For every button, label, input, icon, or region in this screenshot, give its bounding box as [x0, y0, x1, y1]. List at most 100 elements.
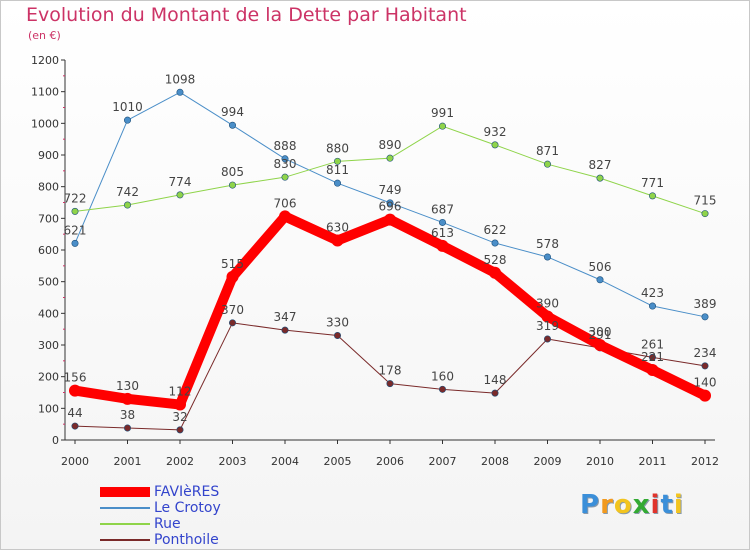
data-point [333, 179, 341, 187]
data-label: 706 [274, 196, 297, 210]
legend-item: FAVIèRES [100, 484, 300, 500]
data-label: 613 [431, 226, 454, 240]
data-label: 291 [589, 328, 612, 342]
data-point [543, 335, 551, 343]
data-point [229, 121, 237, 129]
data-point [279, 210, 291, 223]
data-point [69, 384, 81, 397]
legend-item: Ponthoile [100, 532, 300, 548]
logo-letter: i [650, 490, 661, 520]
x-tick-label: 2007 [429, 455, 457, 468]
data-point [71, 207, 79, 215]
x-tick-label: 2003 [219, 455, 247, 468]
data-point [386, 154, 394, 162]
data-label: 880 [326, 141, 349, 155]
data-point [438, 385, 446, 393]
data-label: 991 [431, 106, 454, 120]
data-point [226, 270, 239, 283]
data-point [386, 380, 394, 388]
data-label: 148 [484, 373, 507, 387]
data-point [543, 253, 551, 261]
legend-label: Le Crotoy [154, 500, 221, 516]
data-label: 160 [431, 369, 454, 383]
data-point [331, 234, 344, 247]
data-point [436, 239, 449, 252]
data-label: 112 [169, 385, 192, 399]
x-tick-label: 2009 [534, 455, 562, 468]
data-label: 423 [641, 286, 664, 300]
x-tick-label: 2005 [324, 455, 352, 468]
data-label: 811 [326, 163, 349, 177]
chart-title: Evolution du Montant de la Dette par Hab… [26, 4, 467, 26]
data-label: 178 [379, 364, 402, 378]
data-label: 234 [694, 346, 717, 360]
y-tick-label: 600 [38, 244, 59, 257]
data-label: 140 [694, 376, 717, 390]
data-label: 749 [379, 183, 402, 197]
logo-letter: r [600, 490, 614, 520]
y-tick-label: 900 [38, 149, 59, 162]
legend-item: Le Crotoy [100, 500, 300, 516]
data-point [124, 201, 132, 209]
y-tick-label: 400 [38, 307, 59, 320]
data-label: 994 [221, 105, 244, 119]
data-point [701, 313, 709, 321]
data-label: 319 [536, 319, 559, 333]
data-label: 742 [116, 185, 139, 199]
data-label: 347 [274, 310, 297, 324]
chart-legend: FAVIèRES Le Crotoy Rue Ponthoile [100, 484, 300, 548]
data-label: 621 [64, 223, 87, 237]
data-label: 622 [484, 223, 507, 237]
data-point [596, 276, 604, 284]
data-point [491, 389, 499, 397]
data-point [176, 88, 184, 96]
x-tick-label: 2000 [61, 455, 89, 468]
data-label: 830 [274, 157, 297, 171]
data-point [124, 116, 132, 124]
data-label: 44 [67, 406, 82, 420]
data-label: 38 [120, 408, 135, 422]
data-point [438, 218, 446, 226]
legend-swatch [100, 507, 150, 509]
data-label: 1098 [165, 72, 196, 86]
data-label: 1010 [112, 100, 143, 114]
y-tick-label: 300 [38, 339, 59, 352]
data-label: 390 [536, 297, 559, 311]
data-point [174, 398, 186, 411]
data-point [648, 192, 656, 200]
data-label: 300 [589, 325, 612, 339]
data-label: 156 [64, 371, 87, 385]
logo-letter: o [613, 490, 633, 520]
legend-swatch [100, 487, 150, 497]
data-point [176, 191, 184, 199]
data-point [176, 426, 184, 434]
data-point [541, 310, 554, 323]
data-point [71, 422, 79, 430]
data-point [596, 174, 604, 182]
y-tick-label: 1200 [31, 54, 59, 67]
y-tick-label: 1100 [31, 86, 59, 99]
logo-letter: t [660, 490, 674, 520]
chart-subtitle: (en €) [28, 29, 61, 42]
data-point [701, 362, 709, 370]
data-point [438, 122, 446, 130]
data-label: 370 [221, 303, 244, 317]
legend-label: FAVIèRES [154, 484, 220, 500]
data-label: 890 [379, 138, 402, 152]
data-label: 715 [694, 194, 717, 208]
legend-label: Ponthoile [154, 532, 219, 548]
y-tick-label: 700 [38, 212, 59, 225]
x-tick-label: 2004 [271, 455, 299, 468]
data-label: 130 [116, 379, 139, 393]
data-label: 528 [484, 253, 507, 267]
data-label: 722 [64, 191, 87, 205]
y-tick-label: 800 [38, 181, 59, 194]
data-label: 774 [169, 175, 192, 189]
data-point [701, 210, 709, 218]
legend-label: Rue [154, 516, 181, 532]
data-label: 630 [326, 221, 349, 235]
data-label: 805 [221, 165, 244, 179]
x-tick-label: 2001 [114, 455, 142, 468]
x-tick-label: 2008 [481, 455, 509, 468]
data-point [333, 157, 341, 165]
